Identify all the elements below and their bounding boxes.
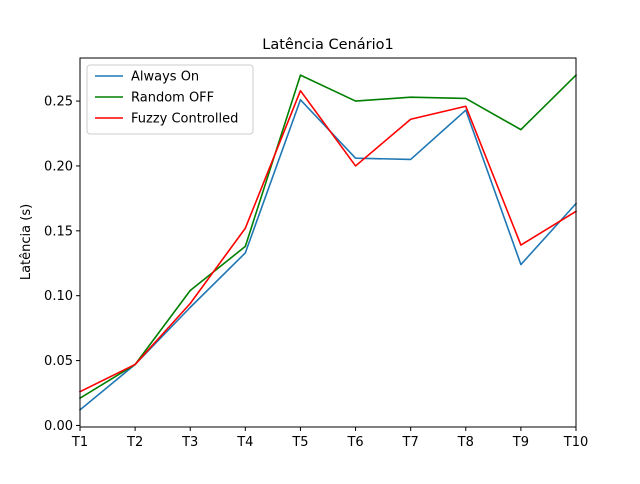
x-tick-label: T5	[291, 435, 308, 450]
y-tick-label: 0.20	[44, 159, 73, 174]
axes-frame	[79, 57, 577, 428]
x-tick-label: T3	[181, 435, 198, 450]
x-tick-label: T10	[563, 435, 588, 450]
x-tick-label: T4	[236, 435, 253, 450]
x-tick-label: T7	[402, 435, 419, 450]
legend-entry-1: Always On	[131, 70, 199, 85]
legend-entry-2: Random OFF	[131, 91, 214, 106]
y-tick-label: 0.25	[44, 95, 73, 110]
series-line-2	[78, 73, 578, 400]
x-tick-label: T9	[512, 435, 529, 450]
series-line-1	[78, 98, 578, 411]
plot-area: T1 T2 T3 T4 T5 T6 T7 T8 T9 T10 0.00 0.05 0.10 0.15 0.2…	[44, 57, 588, 450]
y-tick-label: 0.05	[44, 354, 73, 369]
y-tick-label: 0.00	[44, 419, 73, 434]
x-tick-label: T6	[346, 435, 363, 450]
legend: Always On Random OFF Fuzzy Controlled	[86, 64, 254, 135]
y-tick-label: 0.10	[44, 289, 73, 304]
y-tick-label: 0.15	[44, 224, 73, 239]
x-tick-label: T8	[457, 435, 474, 450]
legend-box	[86, 64, 254, 135]
series-line-3	[78, 89, 578, 393]
x-tick-label: T1	[71, 435, 88, 450]
legend-entry-3: Fuzzy Controlled	[131, 112, 238, 127]
y-axis-label: Latência (s)	[19, 204, 34, 280]
x-tick-label: T2	[126, 435, 143, 450]
chart-title: Latência Cenário1	[262, 37, 393, 53]
